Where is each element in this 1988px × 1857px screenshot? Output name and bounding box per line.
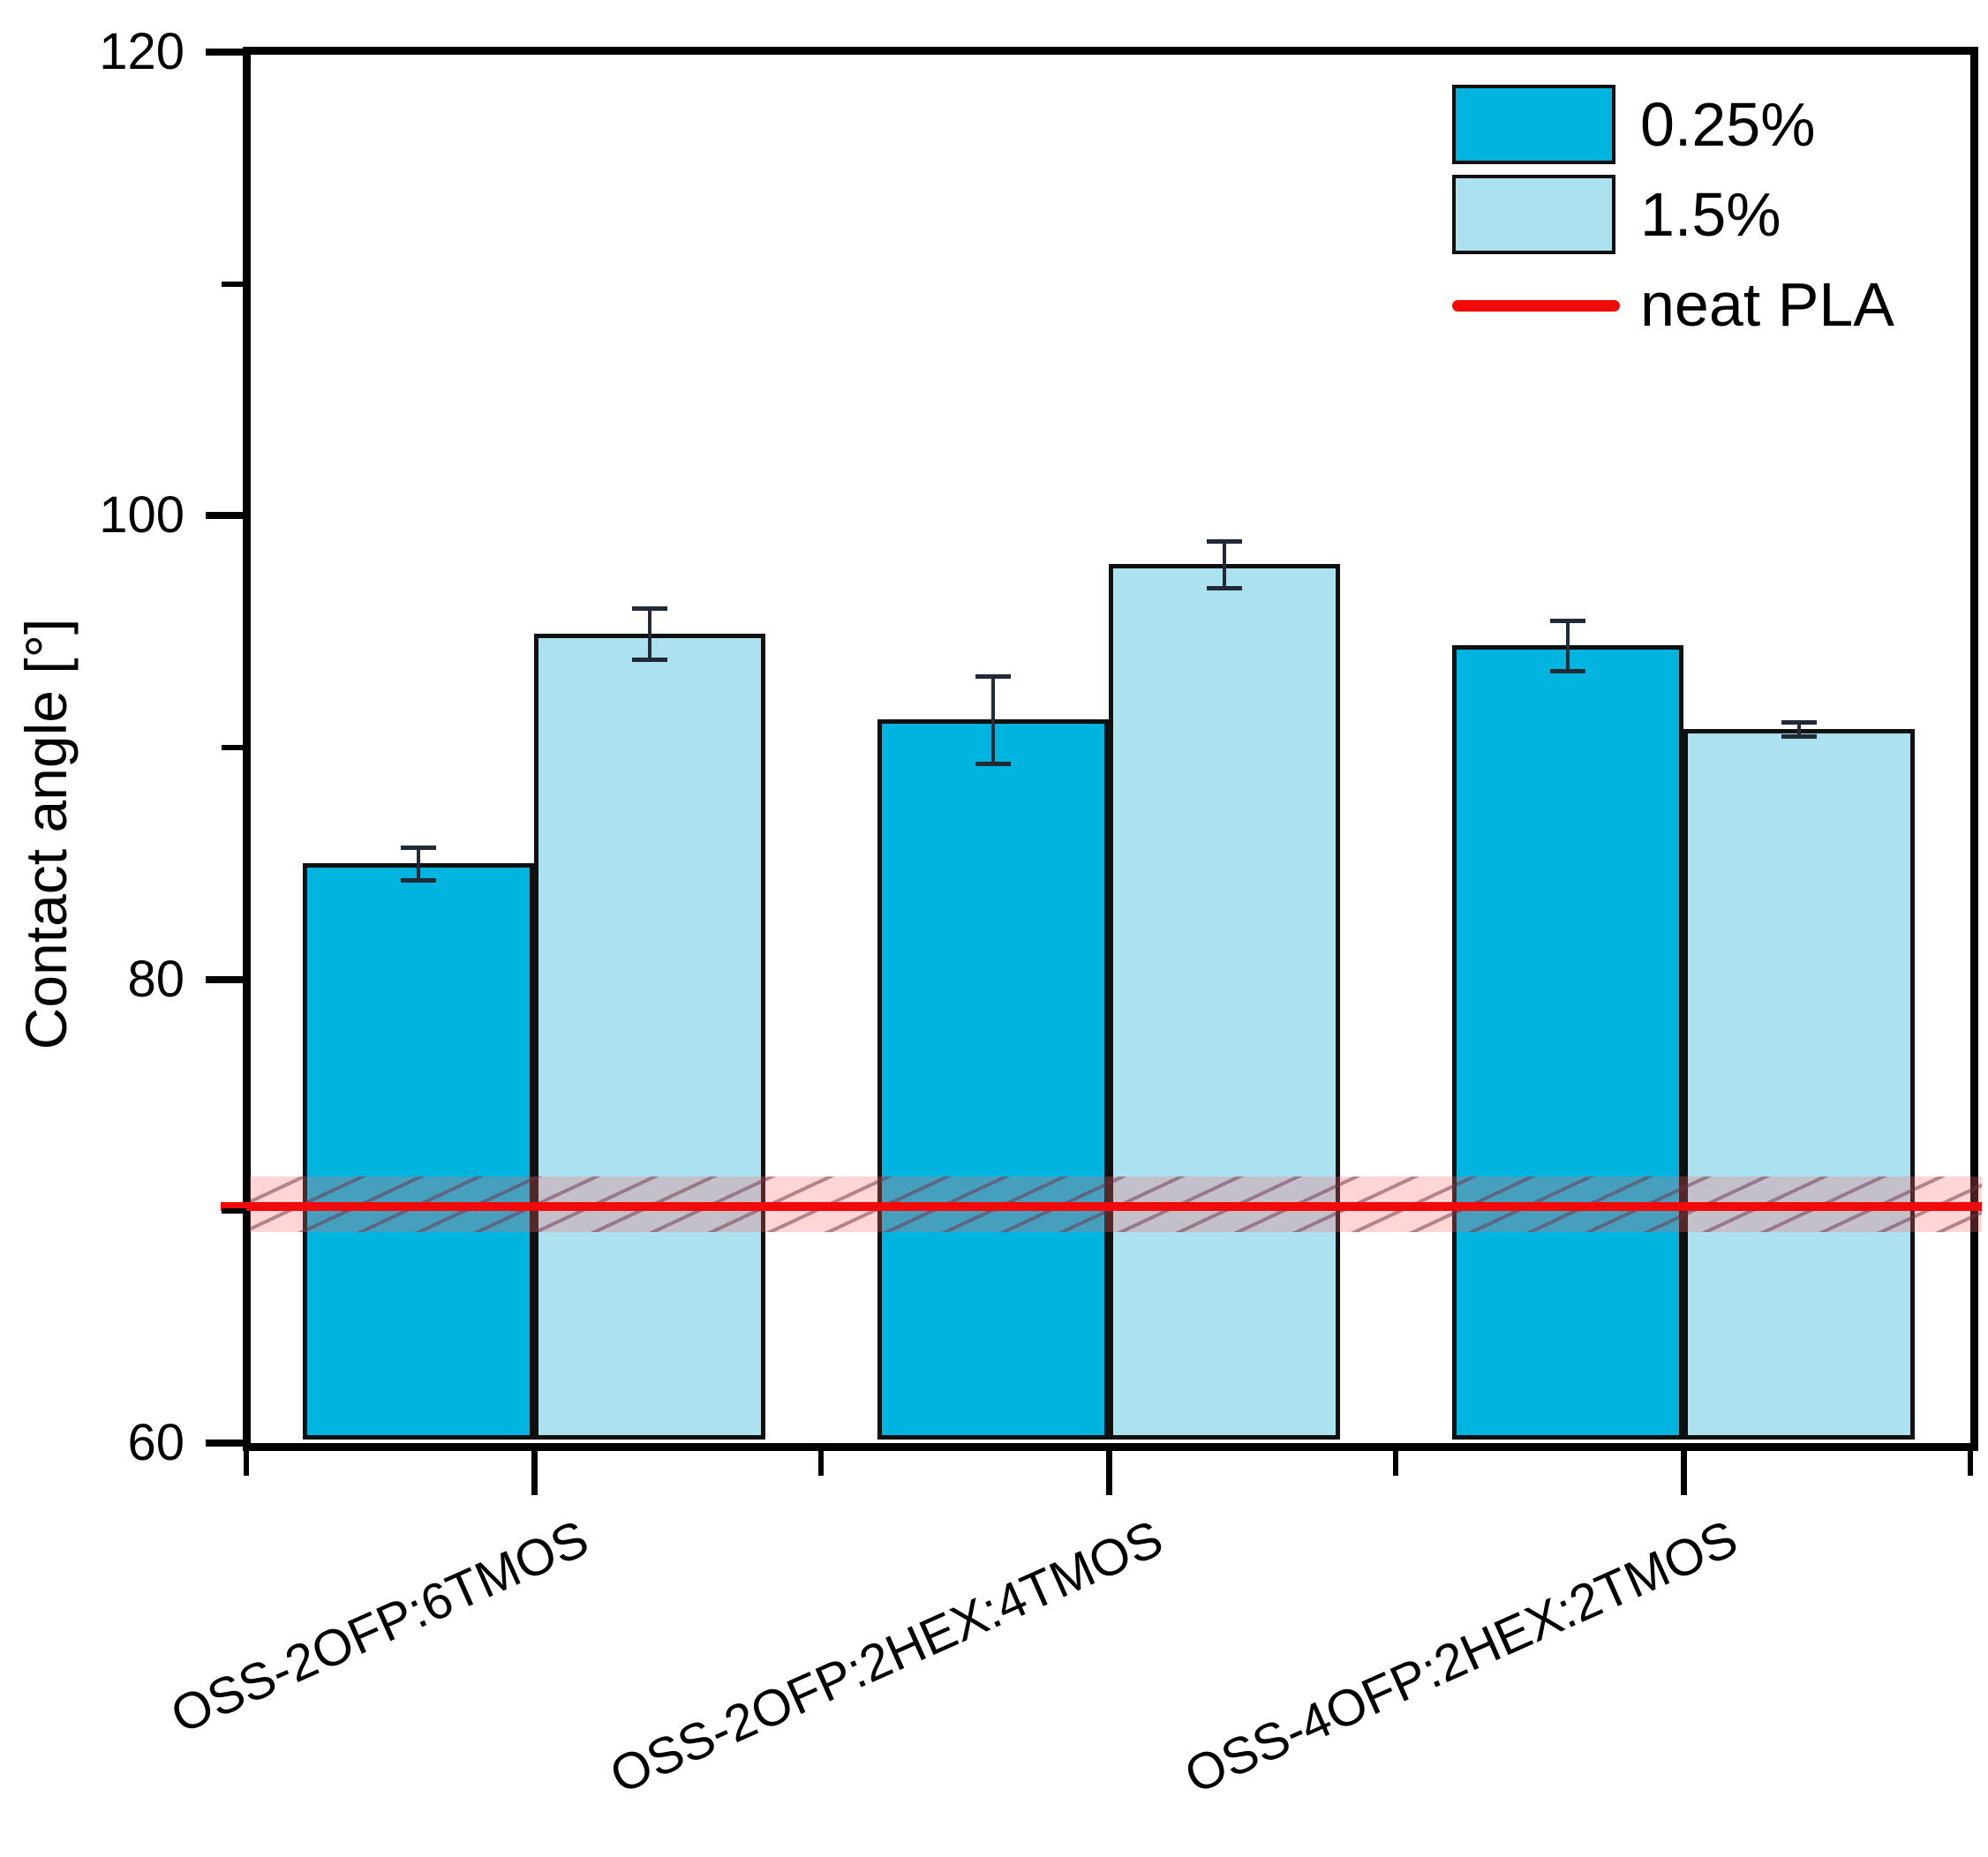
x-major-tick	[1105, 1447, 1112, 1495]
error-bar-cap-top	[632, 606, 667, 612]
error-bar-cap-top	[1207, 539, 1242, 545]
y-tick-label: 100	[99, 486, 184, 545]
y-minor-tick	[222, 1208, 246, 1214]
x-category-label: OSS-2OFP:2HEX:4TMOS	[601, 1509, 1171, 1805]
x-minor-tick	[1393, 1447, 1398, 1476]
legend-label-15: 1.5%	[1640, 180, 1781, 249]
error-bar-cap-bottom	[632, 658, 667, 663]
error-bar-cap-bottom	[401, 877, 436, 883]
legend-swatch-15	[1452, 175, 1615, 254]
x-category-label: OSS-4OFP:2HEX:2TMOS	[1176, 1509, 1746, 1805]
y-major-tick	[206, 975, 246, 983]
plot-frame	[243, 47, 1978, 1451]
y-tick-label: 80	[127, 950, 184, 1008]
error-bar-stem	[1797, 722, 1801, 736]
x-minor-tick	[244, 1447, 249, 1476]
y-minor-tick	[222, 281, 246, 287]
error-bar-cap-bottom	[975, 762, 1011, 767]
x-major-tick	[1680, 1447, 1687, 1495]
legend-label-neat-pla: neat PLA	[1640, 270, 1894, 339]
error-bar-stem	[1566, 620, 1570, 672]
y-major-tick	[206, 49, 246, 56]
error-bar-stem	[1223, 541, 1226, 588]
error-bar-stem	[648, 608, 651, 660]
error-bar-cap-top	[1550, 618, 1585, 623]
y-major-tick	[206, 1440, 246, 1447]
legend-label-025: 0.25%	[1640, 90, 1816, 159]
bar-0.25%-cat1	[877, 719, 1109, 1440]
x-minor-tick	[1968, 1447, 1973, 1476]
error-bar-cap-top	[401, 845, 436, 850]
error-bar-cap-bottom	[1781, 733, 1817, 739]
legend-swatch-025	[1452, 85, 1615, 164]
error-bar-stem	[991, 675, 995, 764]
legend-line-neat-pla	[1452, 300, 1620, 312]
error-bar-stem	[417, 846, 420, 880]
y-minor-tick	[222, 745, 246, 750]
bar-0.25%-cat2	[1452, 645, 1683, 1440]
neat-pla-reference-line	[221, 1202, 1982, 1212]
error-bar-cap-top	[975, 673, 1011, 679]
y-axis-title: Contact angle [°]	[13, 618, 79, 1050]
y-major-tick	[206, 512, 246, 520]
error-bar-cap-top	[1781, 720, 1817, 726]
bar-0.25%-cat0	[303, 863, 534, 1440]
bar-1.5%-cat1	[1109, 564, 1340, 1440]
error-bar-cap-bottom	[1550, 669, 1585, 674]
x-major-tick	[531, 1447, 538, 1495]
bar-1.5%-cat2	[1683, 728, 1915, 1440]
x-minor-tick	[818, 1447, 824, 1476]
error-bar-cap-bottom	[1207, 585, 1242, 590]
x-category-label: OSS-2OFP:6TMOS	[162, 1509, 597, 1745]
y-tick-label: 120	[99, 23, 184, 80]
y-tick-label: 60	[127, 1414, 184, 1471]
bar-1.5%-cat0	[534, 634, 765, 1440]
